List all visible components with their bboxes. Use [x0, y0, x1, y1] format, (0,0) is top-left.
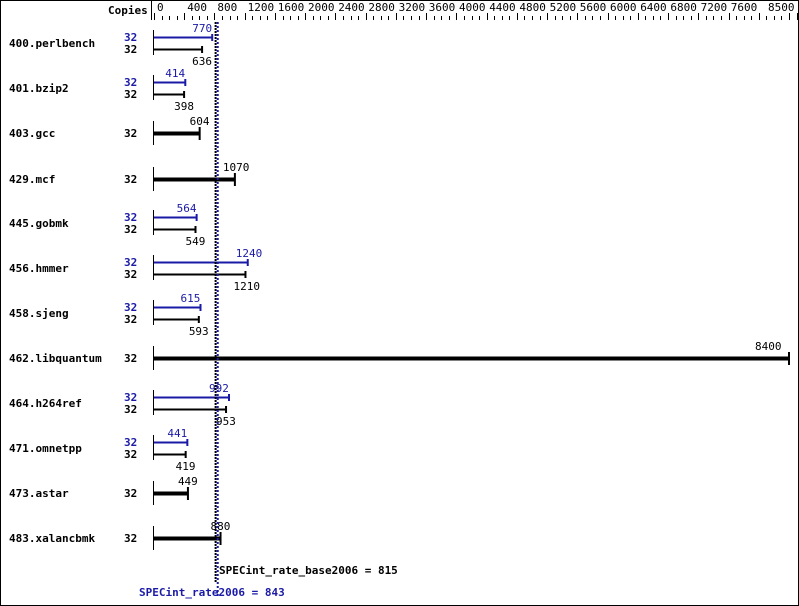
peak-copies: 32: [124, 436, 137, 449]
x-tick-label: 3200: [399, 1, 426, 14]
benchmark-label: 471.omnetpp: [9, 442, 82, 455]
x-tick-label: 0: [157, 1, 164, 14]
peak-copies: 32: [124, 391, 137, 404]
benchmark-label: 445.gobmk: [9, 217, 69, 230]
benchmark-label: 400.perlbench: [9, 37, 95, 50]
benchmark-label: 401.bzip2: [9, 82, 69, 95]
base-copies: 32: [124, 223, 137, 236]
base-value: 1070: [223, 161, 250, 174]
base-copies: 32: [124, 352, 137, 365]
copies-header: Copies: [108, 4, 148, 17]
benchmark-label: 456.hmmer: [9, 262, 69, 275]
benchmark-label: 483.xalancbmk: [9, 532, 95, 545]
peak-value: 992: [209, 382, 229, 395]
base-value: 449: [178, 475, 198, 488]
base-copies: 32: [124, 403, 137, 416]
x-tick-label: 5200: [550, 1, 577, 14]
base-value: 593: [189, 325, 209, 338]
x-tick-label: 400: [187, 1, 207, 14]
x-tick-label: 4800: [519, 1, 546, 14]
x-tick-label: 6000: [610, 1, 637, 14]
base-copies: 32: [124, 173, 137, 186]
peak-value: 441: [167, 427, 187, 440]
x-tick-label: 8500: [768, 1, 795, 14]
x-tick-label: 800: [217, 1, 237, 14]
base-copies: 32: [124, 532, 137, 545]
base-copies: 32: [124, 43, 137, 56]
x-tick-label: 4000: [459, 1, 486, 14]
benchmark-label: 464.h264ref: [9, 397, 82, 410]
base-copies: 32: [124, 127, 137, 140]
benchmark-label: 462.libquantum: [9, 352, 102, 365]
base-copies: 32: [124, 448, 137, 461]
x-tick-label: 6800: [670, 1, 697, 14]
base-copies: 32: [124, 88, 137, 101]
x-tick-label: 3600: [429, 1, 456, 14]
base-value: 604: [190, 115, 210, 128]
peak-value: 414: [165, 67, 185, 80]
peak-copies: 32: [124, 76, 137, 89]
peak-value: 1240: [236, 247, 263, 260]
x-tick-label: 7600: [731, 1, 758, 14]
x-tick-label: 2000: [308, 1, 335, 14]
x-tick-label: 2800: [368, 1, 395, 14]
benchmark-label: 429.mcf: [9, 173, 55, 186]
x-tick-label: 6400: [640, 1, 667, 14]
base-value: 8400: [755, 340, 782, 353]
peak-value: 564: [177, 202, 197, 215]
x-tick-label: 4400: [489, 1, 516, 14]
benchmark-label: 458.sjeng: [9, 307, 69, 320]
base-summary-label: SPECint_rate_base2006 = 815: [219, 564, 398, 577]
peak-copies: 32: [124, 31, 137, 44]
x-tick-label: 1200: [248, 1, 275, 14]
x-tick-label: 2400: [338, 1, 365, 14]
base-value: 398: [174, 100, 194, 113]
x-tick-label: 5600: [580, 1, 607, 14]
peak-summary-label: SPECint_rate2006 = 843: [139, 586, 285, 599]
peak-value: 770: [192, 22, 212, 35]
base-value: 1210: [233, 280, 260, 293]
base-value: 549: [186, 235, 206, 248]
peak-copies: 32: [124, 211, 137, 224]
base-copies: 32: [124, 487, 137, 500]
peak-copies: 32: [124, 256, 137, 269]
x-tick-label: 1600: [278, 1, 305, 14]
base-value: 636: [192, 55, 212, 68]
base-value: 419: [176, 460, 196, 473]
x-tick-label: 7200: [701, 1, 728, 14]
peak-copies: 32: [124, 301, 137, 314]
base-copies: 32: [124, 268, 137, 281]
base-value: 953: [216, 415, 236, 428]
peak-value: 615: [180, 292, 200, 305]
benchmark-label: 473.astar: [9, 487, 69, 500]
benchmark-label: 403.gcc: [9, 127, 55, 140]
base-copies: 32: [124, 313, 137, 326]
base-value: 880: [211, 520, 231, 533]
